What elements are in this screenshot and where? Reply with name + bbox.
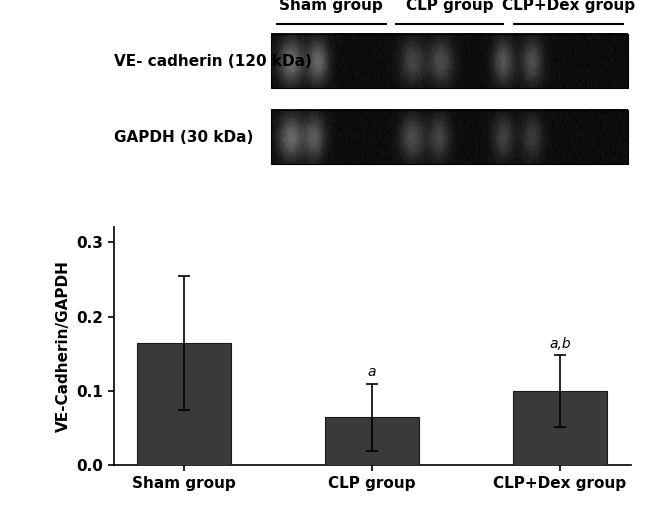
Text: VE- cadherin (120 kDa): VE- cadherin (120 kDa): [114, 54, 311, 69]
Bar: [325, 417, 419, 465]
Text: Sham group: Sham group: [280, 0, 383, 13]
Text: a,b: a,b: [549, 337, 571, 351]
Bar: [137, 343, 231, 465]
Bar: [271, 34, 628, 88]
Text: a: a: [368, 365, 376, 379]
Bar: [271, 110, 628, 164]
Text: CLP+Dex group: CLP+Dex group: [502, 0, 635, 13]
Text: GAPDH (30 kDa): GAPDH (30 kDa): [114, 130, 253, 144]
Text: CLP group: CLP group: [406, 0, 493, 13]
Y-axis label: VE-Cadherin/GAPDH: VE-Cadherin/GAPDH: [56, 260, 71, 433]
Bar: [513, 391, 607, 465]
